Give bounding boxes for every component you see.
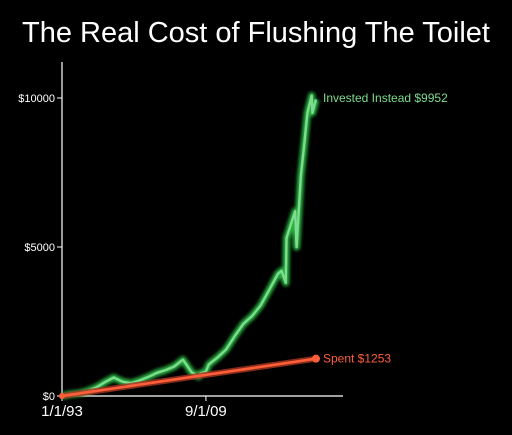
y-tick-label: $10000 bbox=[18, 93, 55, 105]
invested-line-glow bbox=[61, 92, 320, 400]
y-tick-label: $5000 bbox=[24, 242, 55, 254]
invested-label: Invested Instead $9952 bbox=[323, 91, 448, 105]
spent-end-marker bbox=[311, 354, 320, 363]
spent-line bbox=[60, 357, 318, 398]
series-spent bbox=[59, 354, 320, 399]
x-tick-label: 9/1/09 bbox=[185, 403, 227, 420]
x-tick-label: 1/1/93 bbox=[41, 403, 83, 420]
chart-title: The Real Cost of Flushing The Toilet bbox=[21, 17, 490, 49]
spent-start-marker bbox=[59, 393, 65, 399]
invested-line bbox=[61, 94, 318, 398]
spent-label: Spent $1253 bbox=[323, 352, 391, 366]
series-invested bbox=[61, 92, 320, 400]
y-tick-label: $0 bbox=[43, 391, 55, 403]
